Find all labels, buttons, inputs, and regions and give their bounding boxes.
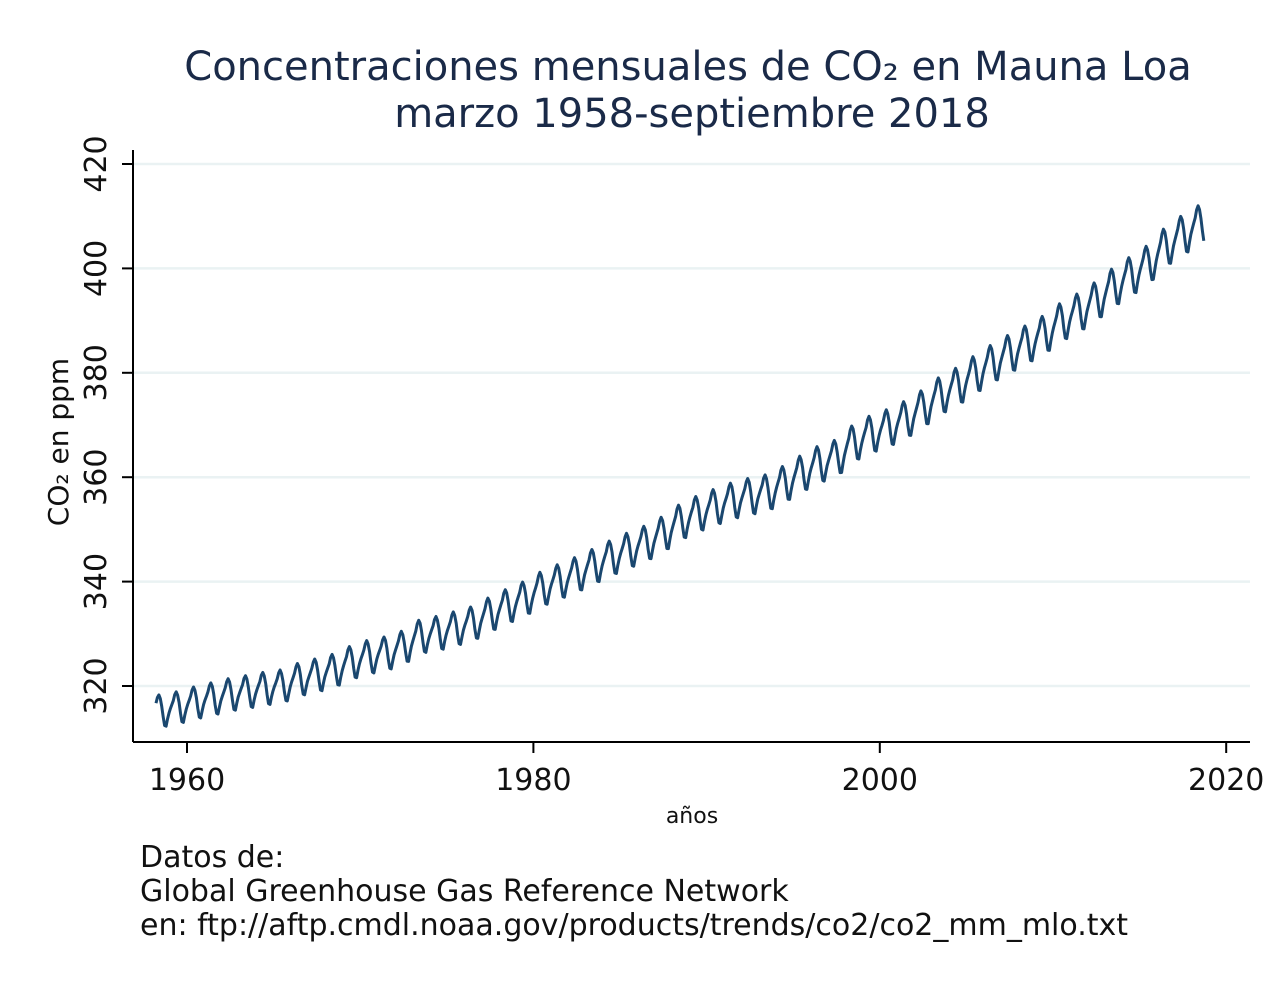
x-tick-label-2020: 2020 — [1188, 763, 1264, 798]
x-axis-label: años — [666, 804, 718, 829]
note-line-1: Datos de: — [140, 840, 284, 875]
y-axis-label: CO₂ en ppm — [42, 358, 75, 526]
y-tick-label-420: 420 — [79, 135, 114, 192]
series-line-co2 — [154, 204, 1206, 728]
x-tick-label-1980: 1980 — [495, 763, 571, 798]
y-tick-label-340: 340 — [79, 553, 114, 610]
chart-title: Concentraciones mensuales de CO₂ en Maun… — [184, 44, 1191, 90]
x-axis: 1960 1980 2000 2020 — [149, 742, 1264, 798]
x-tick-label-2000: 2000 — [842, 763, 918, 798]
note-line-2: Global Greenhouse Gas Reference Network — [140, 874, 789, 909]
y-tick-label-360: 360 — [79, 449, 114, 506]
y-tick-label-400: 400 — [79, 240, 114, 297]
note-line-3: en: ftp://aftp.cmdl.noaa.gov/products/tr… — [140, 908, 1128, 943]
chart-subtitle: marzo 1958-septiembre 2018 — [394, 91, 990, 137]
y-tick-label-380: 380 — [79, 344, 114, 401]
y-tick-label-320: 320 — [79, 657, 114, 714]
y-axis: 320 340 360 380 400 420 — [79, 135, 133, 715]
x-tick-label-1960: 1960 — [149, 763, 225, 798]
gridlines — [134, 162, 1250, 688]
